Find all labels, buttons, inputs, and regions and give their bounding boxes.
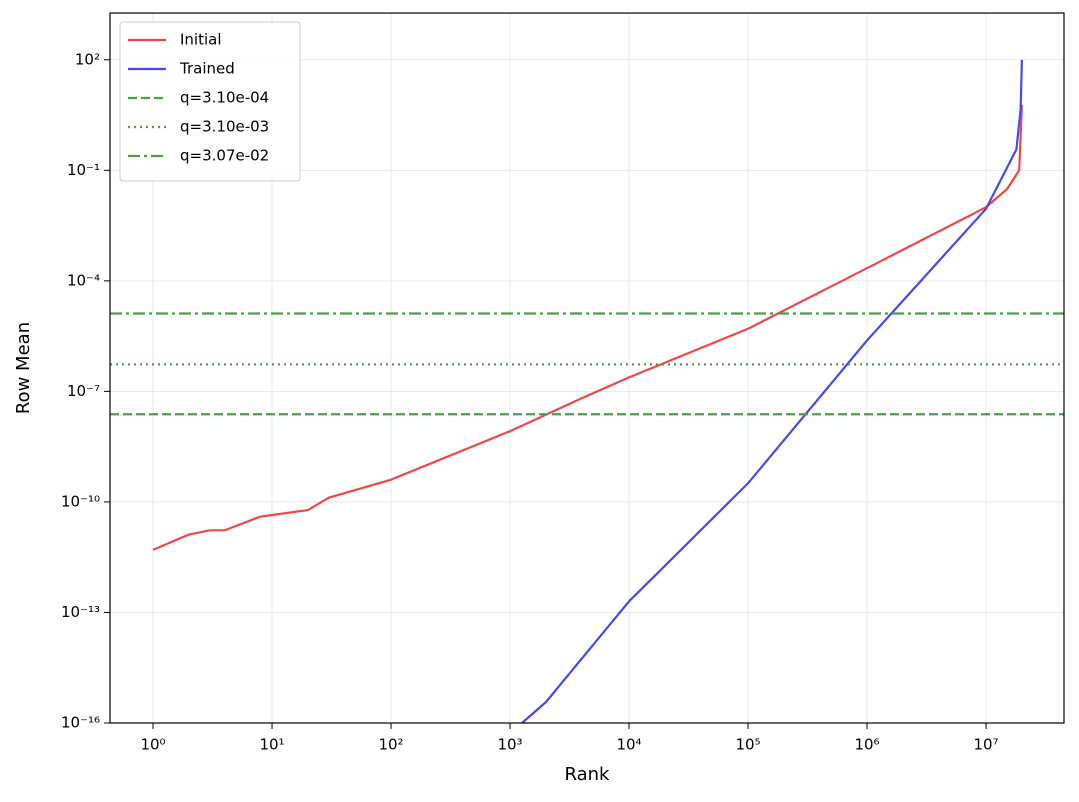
y-tick-label: 10⁻⁴: [67, 271, 100, 289]
x-tick-label: 10⁴: [616, 736, 641, 754]
y-tick-label: 10⁻¹³: [61, 603, 100, 621]
line-series: [521, 59, 1023, 723]
legend-label: Trained: [179, 60, 235, 78]
x-tick-label: 10³: [497, 736, 522, 754]
y-tick-label: 10⁻¹⁰: [61, 492, 100, 510]
x-tick-label: 10⁷: [973, 736, 998, 754]
x-tick-label: 10¹: [259, 736, 284, 754]
x-axis-label: Rank: [565, 764, 611, 785]
legend-label: q=3.07e-02: [180, 147, 269, 165]
plot-area: [110, 59, 1064, 723]
y-axis-label: Row Mean: [13, 322, 34, 414]
y-tick-label: 10⁻¹⁶: [61, 714, 100, 732]
legend-label: Initial: [180, 31, 222, 49]
legend-label: q=3.10e-04: [180, 89, 269, 107]
x-tick-label: 10⁵: [735, 736, 760, 754]
x-tick-label: 10²: [378, 736, 403, 754]
y-tick-label: 10⁻¹: [67, 161, 100, 179]
plot-frame: [109, 12, 1065, 724]
x-tick-label: 10⁶: [854, 736, 879, 754]
line-series: [152, 104, 1023, 551]
y-tick-label: 10⁻⁷: [67, 382, 100, 400]
y-tick-label: 10²: [75, 50, 100, 68]
legend-label: q=3.10e-03: [180, 118, 269, 136]
legend-box: [119, 21, 301, 182]
x-tick-label: 10⁰: [140, 736, 165, 754]
